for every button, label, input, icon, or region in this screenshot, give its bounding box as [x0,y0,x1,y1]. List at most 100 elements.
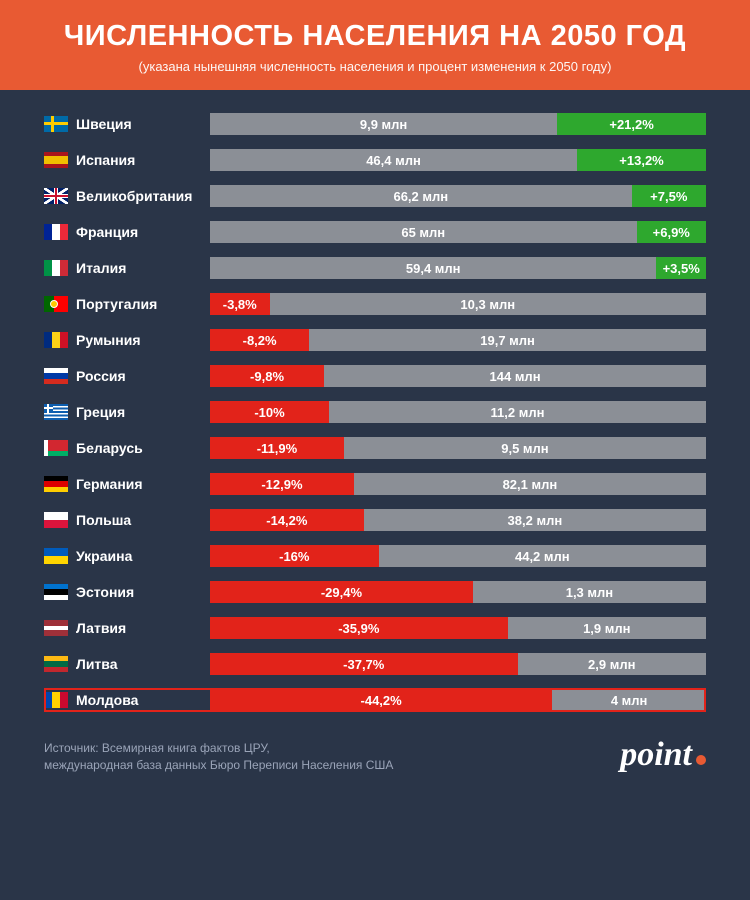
country-column: Россия [44,368,210,384]
country-column: Беларусь [44,440,210,456]
page-subtitle: (указана нынешняя численность населения … [30,59,720,74]
bar-group: -16%44,2 млн [210,545,706,567]
flag-icon [44,116,68,132]
flag-icon [44,620,68,636]
country-column: Эстония [44,584,210,600]
population-bar: 1,3 млн [473,581,706,603]
bar-group: -35,9%1,9 млн [210,617,706,639]
population-bar: 59,4 млн [210,257,656,279]
percent-bar: +6,9% [637,221,706,243]
header: ЧИСЛЕННОСТЬ НАСЕЛЕНИЯ НА 2050 ГОД (указа… [0,0,750,90]
chart-row: Италия 59,4 млн+3,5% [44,250,706,286]
country-name: Италия [76,260,126,276]
page-title: ЧИСЛЕННОСТЬ НАСЕЛЕНИЯ НА 2050 ГОД [30,20,720,53]
population-bar: 38,2 млн [364,509,706,531]
chart-row: Испания 46,4 млн+13,2% [44,142,706,178]
percent-bar: -44,2% [210,689,552,711]
population-bar: 11,2 млн [329,401,706,423]
logo-text: point [620,736,692,774]
population-bar: 10,3 млн [270,293,706,315]
bar-group: -3,8%10,3 млн [210,293,706,315]
percent-bar: -10% [210,401,329,423]
country-column: Швеция [44,116,210,132]
footer: Источник: Всемирная книга фактов ЦРУ,меж… [0,730,750,774]
country-column: Испания [44,152,210,168]
country-name: Германия [76,476,143,492]
country-column: Германия [44,476,210,492]
logo-dot-icon [696,755,706,765]
bar-group: 65 млн+6,9% [210,221,706,243]
chart-row: Украина -16%44,2 млн [44,538,706,574]
flag-icon [44,440,68,456]
flag-icon [44,476,68,492]
bar-group: 59,4 млн+3,5% [210,257,706,279]
country-name: Испания [76,152,135,168]
chart-row: Португалия-3,8%10,3 млн [44,286,706,322]
flag-icon [44,584,68,600]
chart-rows: Швеция 9,9 млн+21,2% Испания 46,4 млн+13,2%… [44,106,706,718]
bar-group: 46,4 млн+13,2% [210,149,706,171]
country-name: Молдова [76,692,138,708]
bar-group: -12,9%82,1 млн [210,473,706,495]
percent-bar: -8,2% [210,329,309,351]
flag-icon [44,512,68,528]
flag-icon [44,260,68,276]
bar-group: 9,9 млн+21,2% [210,113,706,135]
chart-row: Россия-9,8%144 млн [44,358,706,394]
logo: point [620,736,706,774]
population-bar: 9,5 млн [344,437,706,459]
country-name: Украина [76,548,132,564]
population-bar: 82,1 млн [354,473,706,495]
chart-row: Греция -10%11,2 млн [44,394,706,430]
population-bar: 1,9 млн [508,617,706,639]
population-bar: 46,4 млн [210,149,577,171]
percent-bar: +3,5% [656,257,706,279]
bar-group: -9,8%144 млн [210,365,706,387]
country-column: Великобритания [44,188,210,204]
percent-bar: +7,5% [632,185,706,207]
bar-group: -37,7%2,9 млн [210,653,706,675]
country-name: Швеция [76,116,132,132]
percent-bar: +21,2% [557,113,706,135]
percent-bar: -16% [210,545,379,567]
flag-icon [44,152,68,168]
country-column: Португалия [44,296,210,312]
chart-row: Франция 65 млн+6,9% [44,214,706,250]
percent-bar: -12,9% [210,473,354,495]
population-bar: 19,7 млн [309,329,706,351]
percent-bar: -11,9% [210,437,344,459]
country-column: Молдова [44,692,210,708]
percent-bar: -35,9% [210,617,508,639]
percent-bar: -9,8% [210,365,324,387]
flag-icon [44,656,68,672]
country-column: Литва [44,656,210,672]
country-name: Франция [76,224,138,240]
percent-bar: -37,7% [210,653,518,675]
chart-row: Эстония -29,4%1,3 млн [44,574,706,610]
flag-icon [44,404,68,420]
country-name: Эстония [76,584,134,600]
country-name: Греция [76,404,125,420]
bar-group: 66,2 млн+7,5% [210,185,706,207]
flag-icon [44,188,68,204]
chart-row: Беларусь -11,9%9,5 млн [44,430,706,466]
chart-row: Латвия -35,9%1,9 млн [44,610,706,646]
country-name: Латвия [76,620,126,636]
percent-bar: +13,2% [577,149,706,171]
population-bar: 9,9 млн [210,113,557,135]
country-name: Беларусь [76,440,143,456]
country-column: Румыния [44,332,210,348]
country-column: Италия [44,260,210,276]
flag-icon [44,368,68,384]
country-name: Румыния [76,332,140,348]
chart-row: Польша-14,2%38,2 млн [44,502,706,538]
percent-bar: -29,4% [210,581,473,603]
percent-bar: -14,2% [210,509,364,531]
population-bar: 144 млн [324,365,706,387]
chart-row: Литва-37,7%2,9 млн [44,646,706,682]
country-column: Франция [44,224,210,240]
population-bar: 44,2 млн [379,545,706,567]
population-bar: 4 млн [552,689,706,711]
bar-group: -10%11,2 млн [210,401,706,423]
country-name: Великобритания [76,188,192,204]
